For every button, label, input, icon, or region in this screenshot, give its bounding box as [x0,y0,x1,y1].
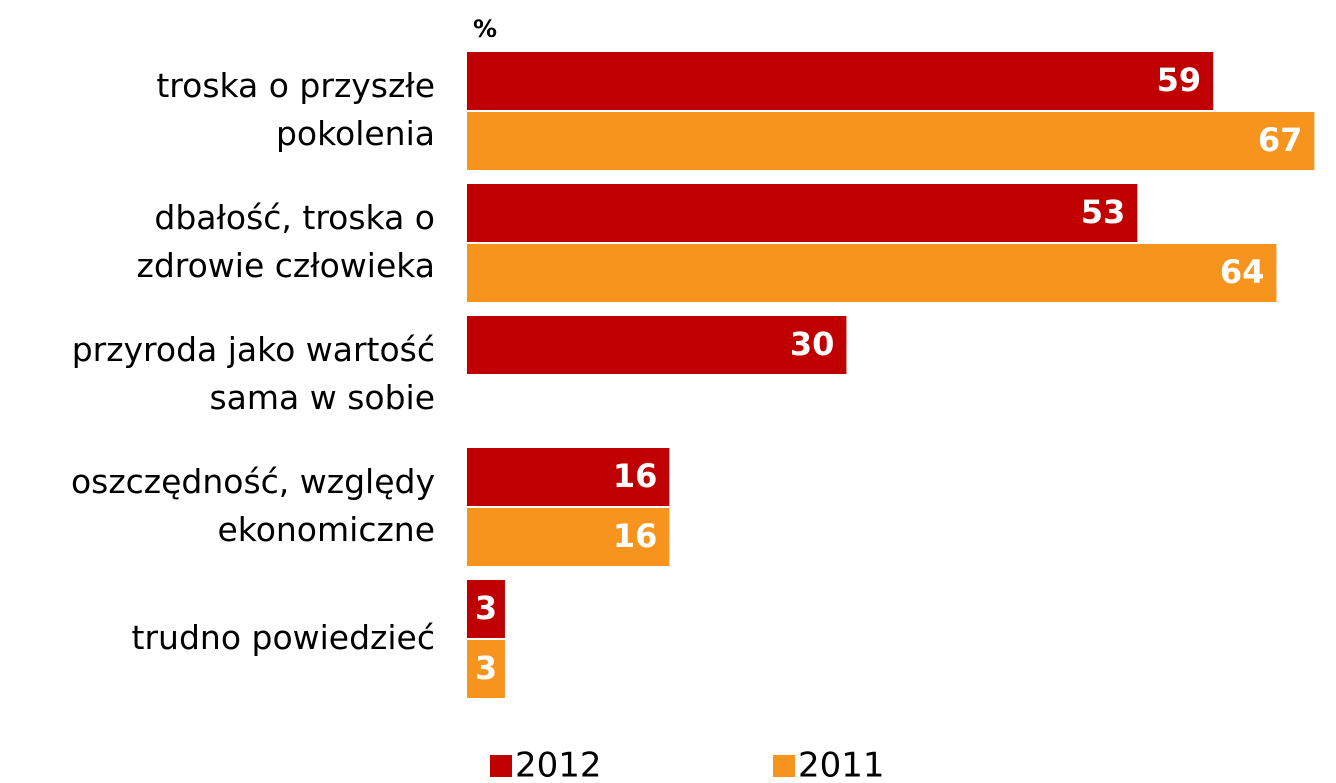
bar [467,244,1277,302]
legend-label: 2011 [798,746,885,783]
value-label: 64 [1220,253,1265,291]
bar [467,316,847,374]
category-label: trudno powiedzieć [132,618,435,657]
bar [467,52,1214,110]
value-label: 59 [1157,61,1202,99]
category-label: oszczędność, względy ekonomiczne [71,462,435,549]
category-line: sama w sobie [209,378,435,417]
category-line: pokolenia [276,114,435,153]
value-label: 3 [475,649,497,687]
bar [467,448,670,506]
value-label: 53 [1081,193,1126,231]
bar [467,508,670,566]
value-label: 30 [790,325,835,363]
bar [467,184,1138,242]
bar [467,112,1315,170]
bar [467,640,505,698]
legend-swatch [773,755,795,777]
unit-label: % [473,15,497,43]
category-line: ekonomiczne [217,510,435,549]
category-line: trudno powiedzieć [132,618,435,657]
value-label: 16 [613,457,658,495]
category-line: przyroda jako wartość [72,330,435,369]
bar [467,580,505,638]
category-line: zdrowie człowieka [137,246,436,285]
legend-label: 2012 [515,746,602,783]
legend-swatch [490,755,512,777]
value-label: 3 [475,589,497,627]
value-label: 16 [613,517,658,555]
category-line: oszczędność, względy [71,462,435,501]
category-label: przyroda jako wartość sama w sobie [72,330,435,417]
category-line: dbałość, troska o [154,198,435,237]
value-label: 67 [1258,121,1303,159]
category-label: dbałość, troska o zdrowie człowieka [137,198,436,285]
category-line: troska o przyszłe [156,66,435,105]
category-label: troska o przyszłe pokolenia [156,66,435,153]
